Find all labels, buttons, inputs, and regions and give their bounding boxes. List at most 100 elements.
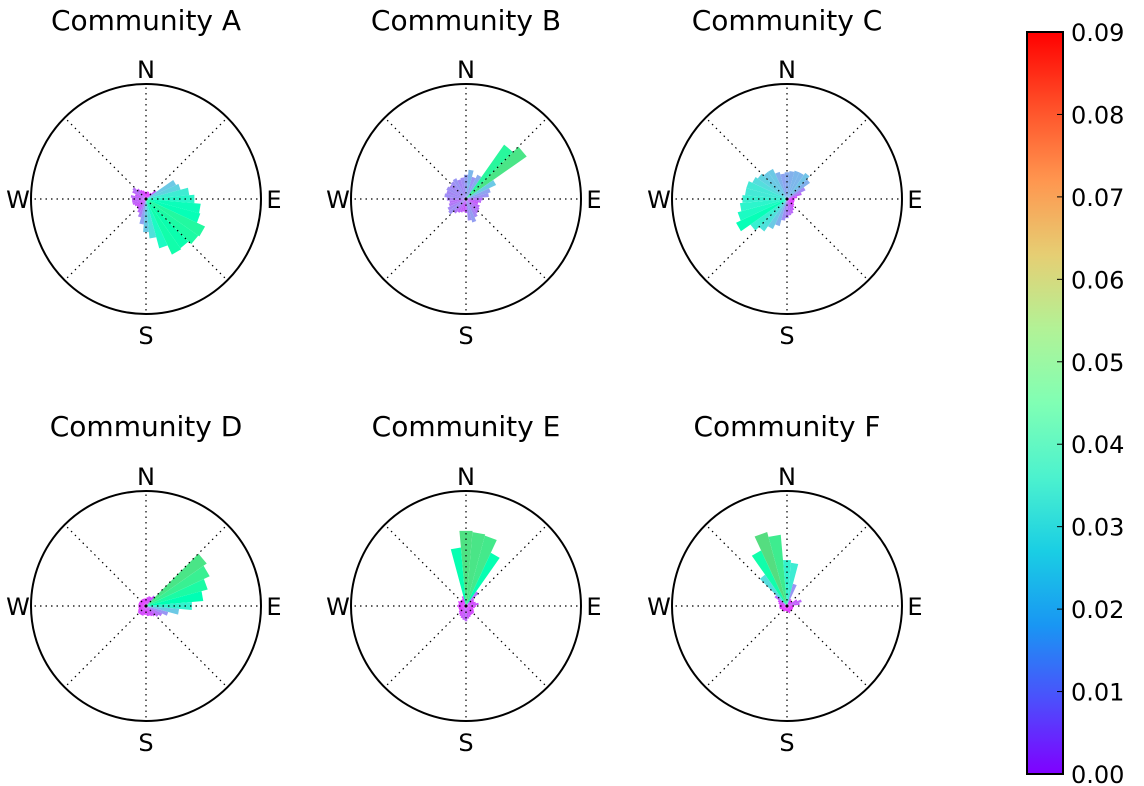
direction-label: N — [137, 56, 155, 84]
direction-label: W — [326, 593, 350, 621]
wind-bar — [452, 178, 466, 199]
wind-bar — [146, 199, 157, 239]
polar-panel: Community D N E S W — [6, 410, 281, 757]
wind-bar — [146, 606, 151, 616]
wind-bar — [787, 599, 792, 606]
wind-bar — [146, 199, 168, 249]
wind-bar — [787, 196, 798, 199]
wind-bar — [460, 177, 466, 199]
wind-bar — [787, 606, 794, 609]
wind-bar — [145, 192, 147, 199]
wind-bar — [466, 176, 476, 199]
grid-spoke — [465, 117, 548, 200]
direction-label: W — [326, 186, 350, 214]
wind-bar — [777, 600, 787, 606]
wind-bar — [144, 191, 146, 199]
polar-outline — [30, 83, 262, 315]
grid-spoke — [786, 605, 869, 688]
wind-bar — [457, 179, 466, 199]
wind-bar — [787, 199, 795, 211]
polar-grid — [672, 491, 902, 721]
wind-bar — [768, 534, 787, 606]
wind-bar — [137, 199, 146, 213]
colorbar-tick-label: 0.01 — [1071, 679, 1124, 707]
panel-title: Community D — [50, 410, 243, 443]
wind-bar — [787, 601, 793, 606]
wind-bar — [787, 583, 797, 606]
wind-bar — [466, 602, 479, 606]
wind-bar — [466, 535, 497, 606]
wind-bar — [737, 199, 787, 221]
wind-bar — [459, 606, 466, 617]
direction-label: E — [586, 593, 601, 621]
direction-label: W — [6, 593, 30, 621]
panel-title: Community E — [372, 410, 561, 443]
wind-bar — [132, 190, 146, 199]
wind-bar — [787, 199, 794, 204]
direction-label: N — [778, 56, 796, 84]
wind-bar — [779, 606, 787, 608]
wind-bar — [146, 199, 201, 223]
wind-bar — [446, 190, 466, 199]
wind-bar — [466, 601, 476, 606]
wind-bar — [779, 606, 787, 610]
grid-spoke — [705, 117, 788, 200]
wind-bar — [466, 532, 486, 606]
grid-spoke — [384, 524, 467, 607]
wind-bar — [752, 177, 787, 199]
wind-bar — [787, 170, 800, 199]
wind-bar — [787, 199, 794, 214]
wind-bar — [138, 606, 146, 608]
wind-bar — [146, 199, 182, 255]
wind-bar — [458, 604, 466, 606]
wind-bar — [781, 199, 787, 221]
wind-bar — [444, 193, 466, 199]
wind-bar — [754, 531, 787, 606]
wind-bar — [787, 599, 798, 606]
wind-bar — [459, 530, 473, 606]
wind-bar — [146, 199, 206, 237]
wind-bar — [137, 606, 146, 612]
wind-bar — [466, 600, 475, 606]
wind-bar — [146, 565, 210, 606]
wind-bar — [140, 606, 146, 616]
direction-label: S — [138, 729, 153, 757]
colorbar-tick-label: 0.08 — [1071, 101, 1124, 129]
direction-label: S — [138, 322, 153, 350]
direction-label: N — [457, 463, 475, 491]
direction-label: E — [907, 186, 922, 214]
colorbar-tick-label: 0.02 — [1071, 596, 1124, 624]
wind-bar — [146, 179, 177, 199]
wind-bar — [447, 199, 466, 211]
wind-bar — [466, 188, 491, 199]
grid-spoke — [384, 117, 467, 200]
wind-bar — [453, 199, 466, 214]
wind-bar — [462, 606, 466, 620]
bars — [130, 179, 206, 255]
wind-bar — [787, 199, 795, 206]
wind-bar — [146, 606, 163, 617]
colorbar-tick-label: 0.00 — [1071, 761, 1124, 786]
wind-bar — [787, 199, 792, 216]
direction-label: N — [137, 463, 155, 491]
wind-bar — [458, 606, 466, 608]
wind-bar — [466, 193, 489, 199]
wind-bar — [138, 602, 146, 606]
wind-bar — [146, 606, 159, 617]
grid-spoke — [465, 605, 548, 688]
wind-bar — [466, 591, 479, 606]
polar-grid — [31, 491, 261, 721]
wind-bar — [459, 606, 466, 611]
wind-bar — [458, 606, 466, 610]
wind-bar — [466, 606, 471, 618]
panel-title: Community A — [51, 4, 241, 37]
grid-spoke — [64, 524, 147, 607]
colorbar-tick-label: 0.04 — [1071, 431, 1124, 459]
wind-bar — [457, 199, 466, 213]
wind-bar — [466, 174, 482, 199]
wind-bar — [779, 604, 787, 606]
wind-bar — [763, 171, 787, 199]
wind-bar — [787, 605, 794, 607]
wind-bar — [449, 199, 466, 204]
